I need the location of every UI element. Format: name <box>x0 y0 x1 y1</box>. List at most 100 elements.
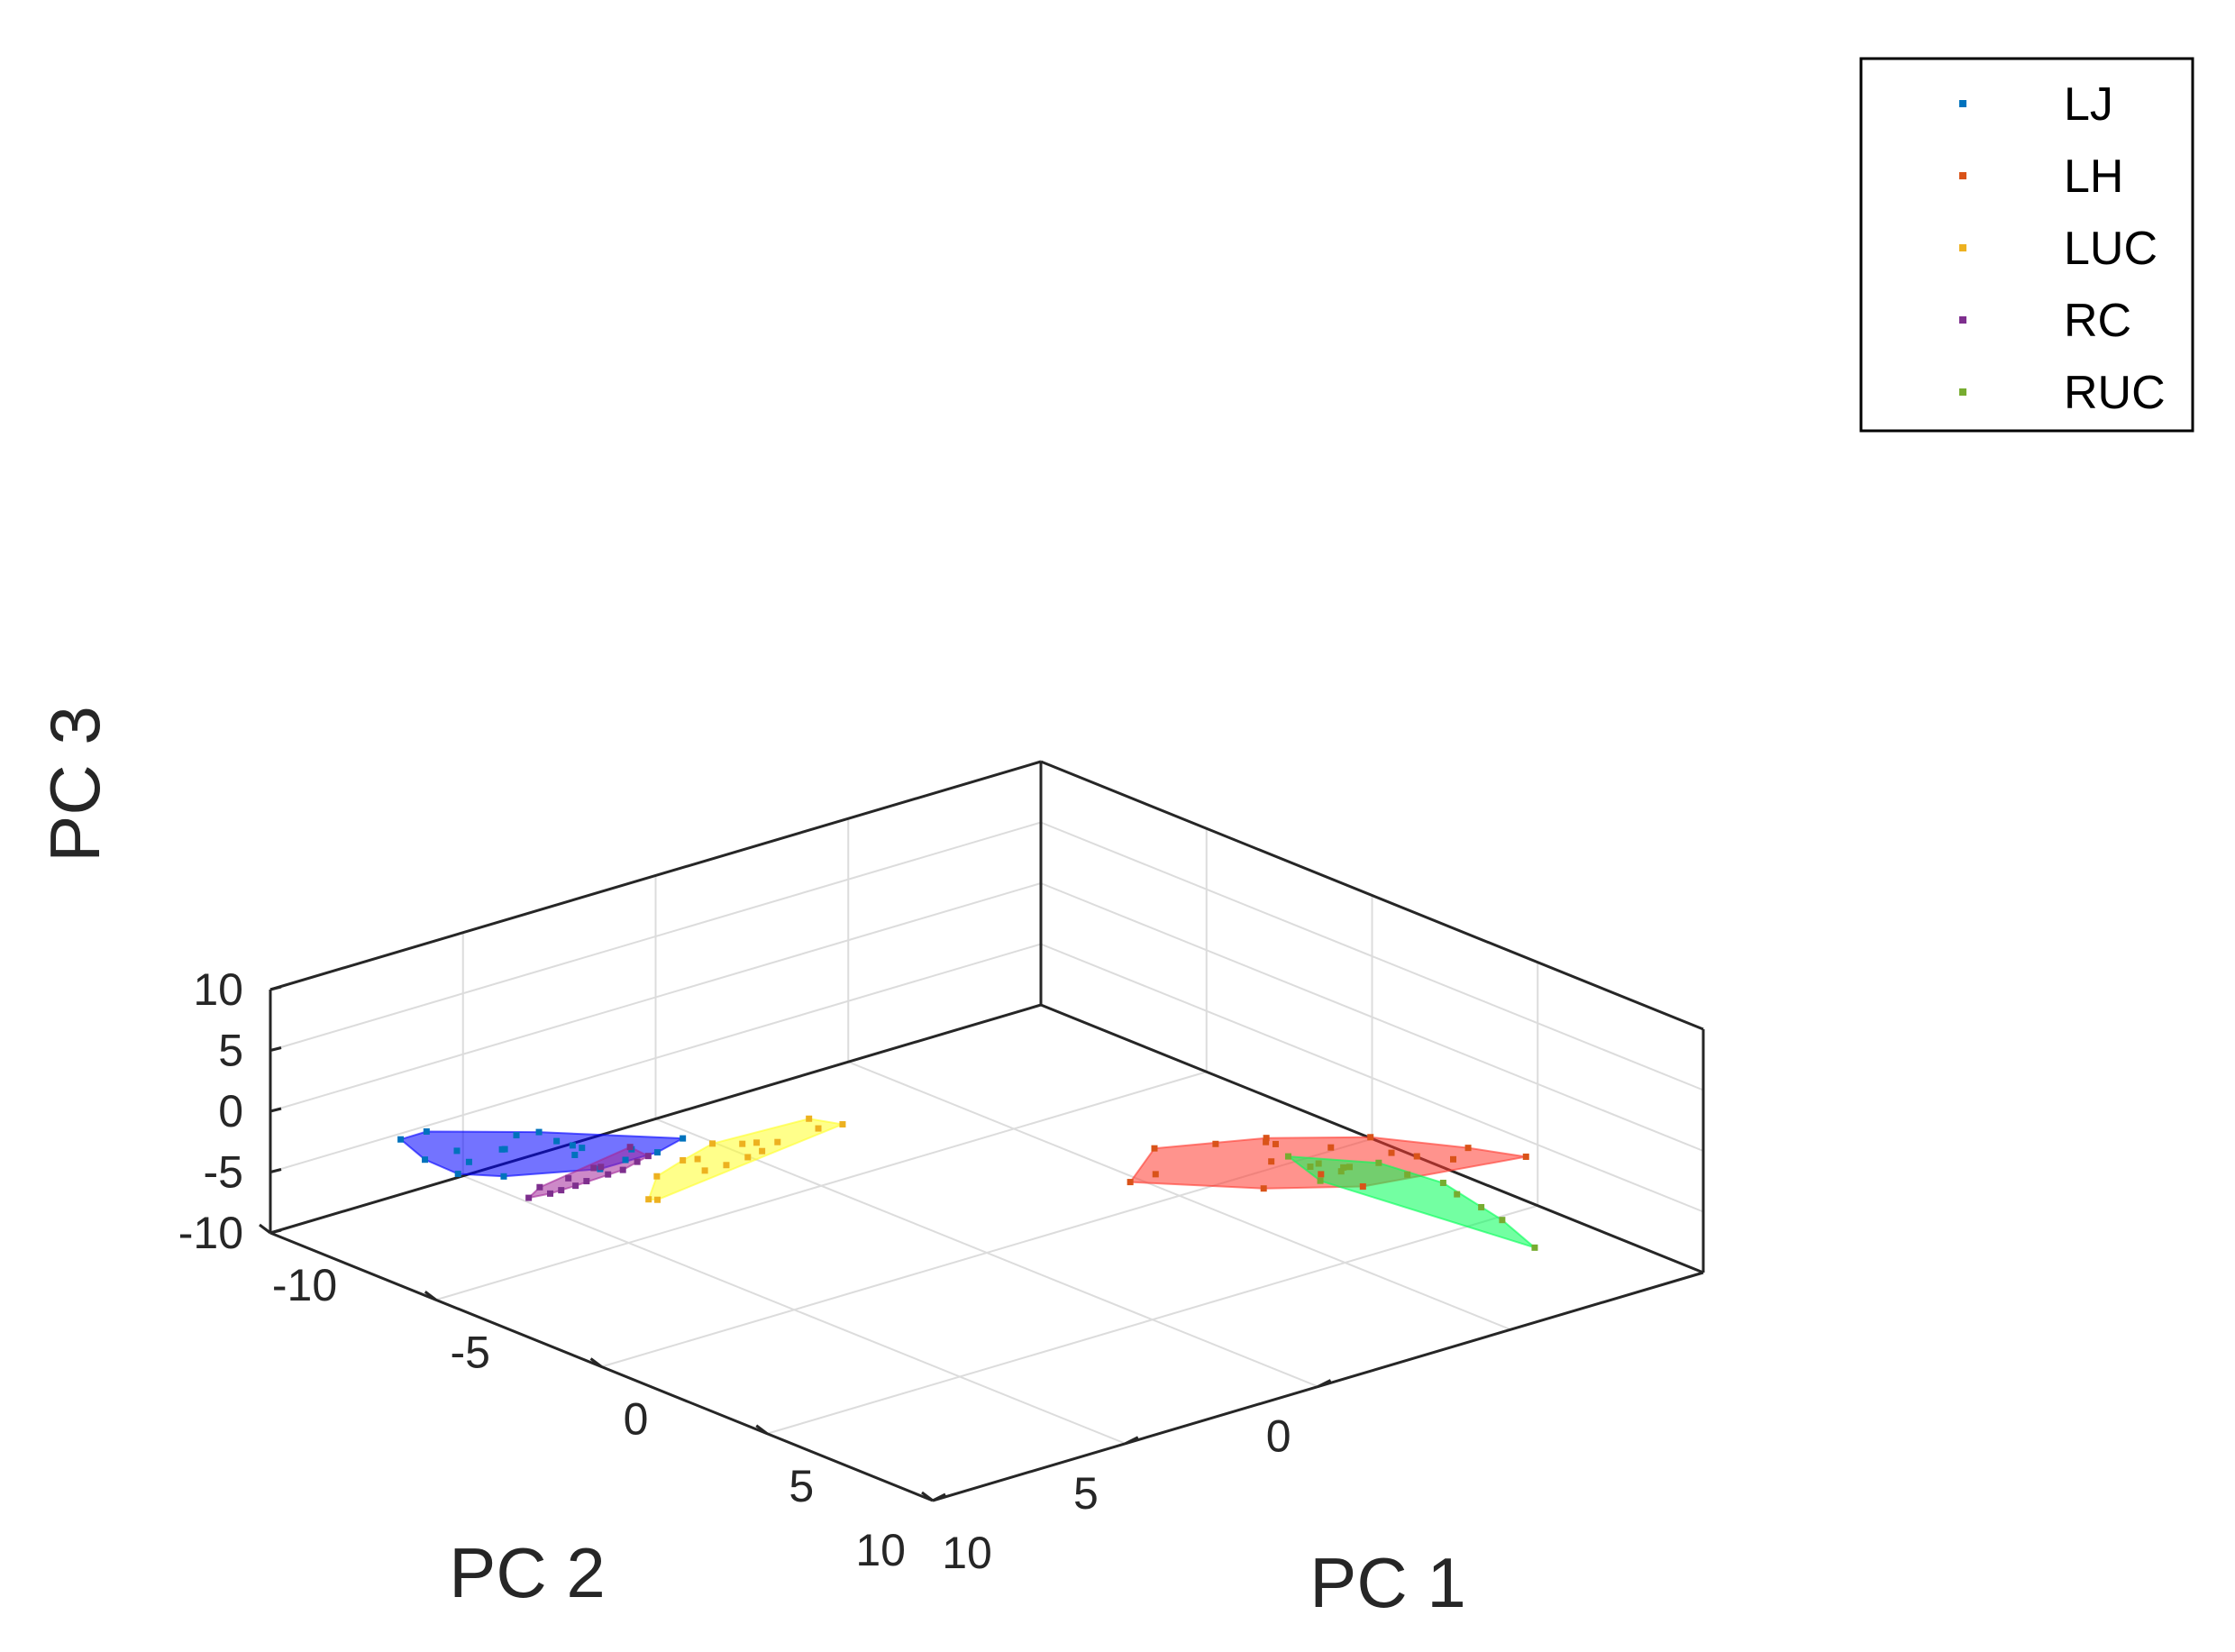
data-point <box>1340 1164 1347 1171</box>
tick-mark <box>269 1107 282 1113</box>
x-axis-label: PC 1 <box>1309 1543 1465 1622</box>
data-point <box>806 1115 813 1122</box>
legend-label: LUC <box>2064 223 2157 275</box>
axis-edge <box>1040 760 1704 1031</box>
data-point <box>701 1167 708 1174</box>
data-point <box>1450 1155 1456 1163</box>
x-tick-label: 5 <box>789 1461 814 1511</box>
data-point <box>571 1151 579 1158</box>
data-point <box>569 1142 576 1149</box>
data-point <box>397 1136 405 1143</box>
data-point <box>619 1166 626 1173</box>
data-point <box>744 1154 752 1161</box>
data-point <box>1499 1217 1506 1224</box>
legend-label: LH <box>2064 151 2123 203</box>
data-point <box>500 1173 507 1180</box>
data-point <box>598 1164 605 1171</box>
data-point <box>1263 1135 1270 1142</box>
data-point <box>513 1132 520 1139</box>
data-point <box>590 1164 598 1172</box>
y-tick-label: 5 <box>1073 1468 1099 1519</box>
data-point <box>739 1140 746 1147</box>
data-point <box>1127 1179 1134 1186</box>
data-point <box>1404 1171 1411 1178</box>
data-point <box>644 1153 652 1160</box>
z-axis-label: PC 3 <box>35 706 114 862</box>
z-tick-label: -10 <box>178 1208 243 1258</box>
data-point <box>1307 1164 1314 1170</box>
tick-mark <box>424 1291 437 1301</box>
data-point <box>694 1155 701 1163</box>
z-tick-label: 0 <box>218 1086 243 1136</box>
data-point <box>1454 1191 1461 1198</box>
data-point <box>723 1162 730 1169</box>
tick-mark <box>1125 1436 1139 1446</box>
legend-label: RC <box>2064 295 2131 347</box>
data-point <box>1315 1160 1322 1167</box>
data-point <box>579 1145 586 1152</box>
data-point <box>815 1125 822 1132</box>
data-point <box>572 1182 579 1190</box>
x-tick-label: -10 <box>272 1260 337 1310</box>
data-point <box>536 1183 543 1191</box>
data-point <box>558 1187 565 1194</box>
x-tick-label: 10 <box>942 1528 992 1578</box>
legend: LJ LH LUC RC RUC <box>1859 57 2194 433</box>
data-point <box>422 1156 429 1164</box>
data-point <box>1464 1145 1472 1152</box>
legend-marker <box>1959 172 1966 179</box>
legend-label: RUC <box>2064 367 2166 419</box>
data-point <box>1367 1134 1374 1141</box>
z-tick-label: -5 <box>204 1147 243 1198</box>
data-points <box>397 1115 1538 1251</box>
tick-mark <box>269 1228 282 1235</box>
data-point <box>653 1173 661 1180</box>
data-point <box>465 1158 472 1165</box>
data-point <box>654 1149 661 1156</box>
tick-mark <box>269 1168 282 1173</box>
data-point <box>1375 1159 1382 1166</box>
data-point <box>1522 1153 1529 1160</box>
tick-mark <box>269 1046 282 1052</box>
data-point <box>680 1156 687 1164</box>
data-point <box>583 1178 590 1185</box>
legend-marker <box>1959 244 1966 251</box>
y-tick-label: 0 <box>1266 1411 1291 1462</box>
legend-marker <box>1959 100 1966 107</box>
data-point <box>680 1135 687 1142</box>
data-point <box>498 1145 506 1153</box>
data-point <box>1439 1179 1446 1186</box>
legend-marker <box>1959 316 1966 324</box>
y-axis-label: PC 2 <box>449 1533 605 1612</box>
convex-hulls <box>398 1118 1536 1249</box>
axis-edge <box>269 760 1042 991</box>
data-point <box>1151 1145 1158 1152</box>
x-tick-label: -5 <box>451 1327 490 1377</box>
data-point <box>626 1144 634 1151</box>
data-point <box>1337 1168 1345 1175</box>
data-point <box>645 1196 652 1203</box>
y-tick-label: 10 <box>855 1525 906 1575</box>
tick-mark <box>755 1424 769 1435</box>
data-point <box>1152 1171 1159 1178</box>
data-point <box>547 1190 553 1197</box>
data-point <box>1359 1182 1366 1190</box>
tick-mark <box>259 1223 271 1235</box>
data-point <box>622 1156 629 1164</box>
data-point <box>605 1171 612 1178</box>
data-point <box>753 1139 761 1146</box>
data-point <box>1212 1140 1219 1147</box>
tick-marks: -10 -5 0 5 10 -10 -5 0 5 10 0 5 10 <box>178 964 1332 1578</box>
data-point <box>1318 1171 1325 1178</box>
data-point <box>553 1137 561 1145</box>
data-point <box>1285 1153 1291 1160</box>
tick-mark <box>932 1492 946 1502</box>
data-point <box>1327 1144 1335 1151</box>
axis-edge <box>269 1003 1042 1235</box>
data-point <box>1478 1203 1485 1210</box>
tick-mark <box>1317 1379 1332 1388</box>
data-point <box>1413 1153 1420 1160</box>
tick-mark <box>921 1491 934 1502</box>
tick-mark <box>589 1357 603 1368</box>
